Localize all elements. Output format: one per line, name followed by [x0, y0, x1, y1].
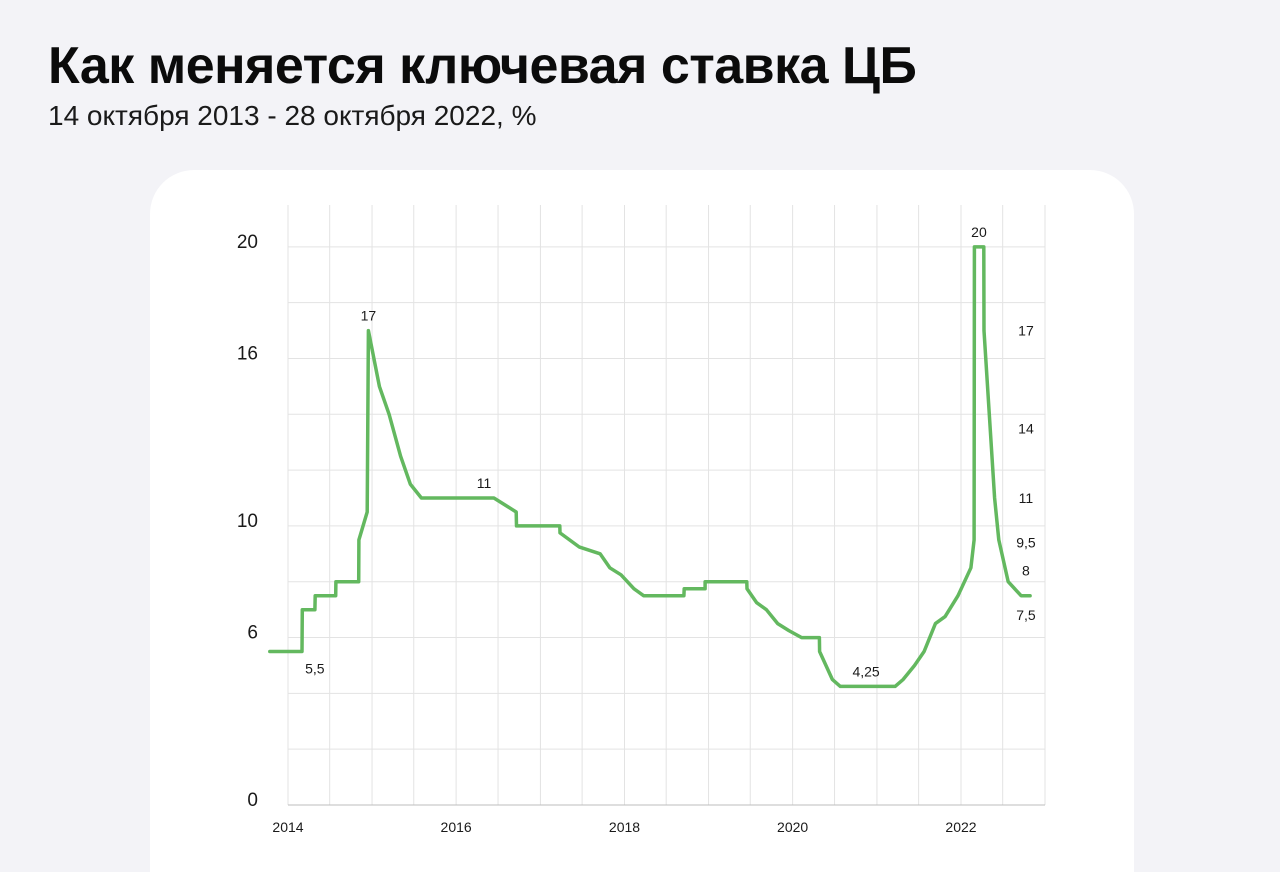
y-axis-ticks: 0 6 10 16 20 — [237, 232, 258, 811]
grid-lines — [287, 205, 1046, 805]
data-label: 7,5 — [1016, 607, 1036, 623]
data-label: 17 — [361, 308, 377, 324]
x-tick-label: 2020 — [777, 819, 808, 835]
y-tick-label: 6 — [247, 623, 258, 644]
x-tick-label: 2018 — [609, 819, 640, 835]
x-axis-ticks: 2014 2016 2018 2020 2022 — [272, 819, 976, 835]
chart-title: Как меняется ключевая ставка ЦБ — [48, 37, 917, 95]
data-label: 20 — [971, 224, 987, 240]
data-label: 14 — [1018, 420, 1034, 436]
y-tick-label: 0 — [247, 790, 258, 811]
y-tick-label: 10 — [237, 511, 258, 532]
data-label: 9,5 — [1016, 535, 1036, 551]
data-label: 4,25 — [852, 663, 879, 679]
data-label: 8 — [1022, 563, 1030, 579]
y-tick-label: 20 — [237, 232, 258, 253]
data-label: 17 — [1018, 323, 1034, 339]
data-label: 5,5 — [305, 661, 325, 677]
key-rate-series-line — [268, 245, 1032, 689]
x-tick-label: 2022 — [945, 819, 976, 835]
series-group — [268, 245, 1032, 689]
data-labels: 5,5 17 11 4,25 20 17 14 11 9,5 8 7,5 — [305, 224, 1036, 680]
data-label: 11 — [1019, 490, 1034, 506]
chart-card — [150, 170, 1134, 872]
chart-subtitle: 14 октября 2013 - 28 октября 2022, % — [48, 100, 537, 131]
data-label: 11 — [477, 475, 492, 491]
x-tick-label: 2014 — [272, 819, 303, 835]
y-tick-label: 16 — [237, 343, 258, 364]
x-tick-label: 2016 — [441, 819, 472, 835]
